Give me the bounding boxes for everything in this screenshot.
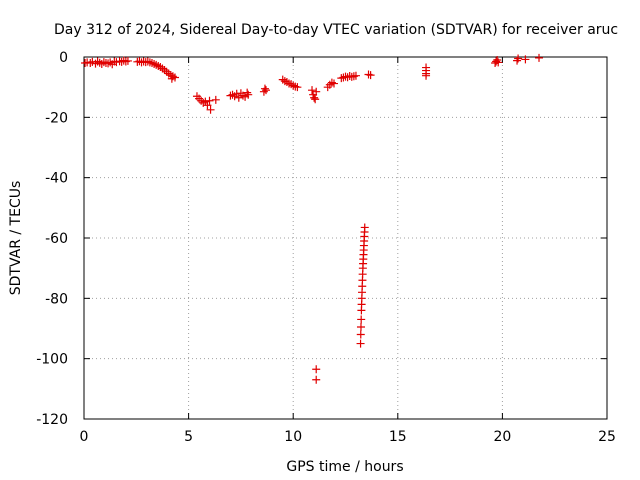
x-tick-label: 10 [284, 429, 302, 445]
data-point [262, 86, 271, 95]
data-point [351, 71, 360, 80]
data-point [329, 79, 338, 88]
data-point [244, 90, 253, 99]
y-tick-label: -60 [45, 231, 68, 247]
data-point [356, 322, 365, 331]
data-point [366, 71, 375, 80]
data-point [293, 83, 302, 92]
x-tick-label: 25 [598, 429, 616, 445]
data-point [514, 54, 523, 63]
y-tick-label: -40 [45, 171, 68, 187]
x-tick-label: 5 [184, 429, 193, 445]
data-point [308, 86, 317, 95]
data-point [422, 71, 431, 80]
data-point [360, 223, 369, 232]
data-point [203, 101, 212, 110]
x-tick-label: 20 [493, 429, 511, 445]
data-point [521, 55, 530, 64]
data-point [205, 96, 214, 105]
y-tick-label: -20 [45, 110, 68, 126]
y-tick-label: 0 [59, 50, 68, 66]
data-point [260, 84, 269, 93]
data-point [312, 375, 321, 384]
data-point [356, 339, 365, 348]
data-point [234, 93, 243, 102]
data-point [535, 53, 544, 62]
data-point [312, 365, 321, 374]
y-axis-title: SDTVAR / TECUs [8, 181, 24, 296]
data-point [167, 74, 176, 83]
data-point [312, 87, 321, 96]
data-point [357, 315, 366, 324]
data-point [494, 58, 503, 67]
y-tick-label: -80 [45, 291, 68, 307]
data-points-layer [81, 53, 544, 384]
y-tick-label: -100 [36, 352, 68, 368]
x-tick-label: 0 [80, 429, 89, 445]
tick-labels-layer: 0 5 10 15 20 25 -120 -100 -80 -60 -40 -20 0 [36, 50, 616, 445]
plot-frame [83, 56, 608, 420]
data-point [206, 105, 215, 114]
x-axis-title: GPS time / hours [286, 459, 403, 475]
grid-layer [84, 57, 607, 419]
y-tick-label: -120 [36, 412, 68, 428]
data-point [123, 56, 132, 65]
data-point [356, 330, 365, 339]
data-point [311, 95, 320, 104]
chart-title: Day 312 of 2024, Sidereal Day-to-day VTE… [54, 22, 618, 38]
x-tick-label: 15 [389, 429, 407, 445]
data-point [211, 95, 220, 104]
data-point [310, 93, 319, 102]
